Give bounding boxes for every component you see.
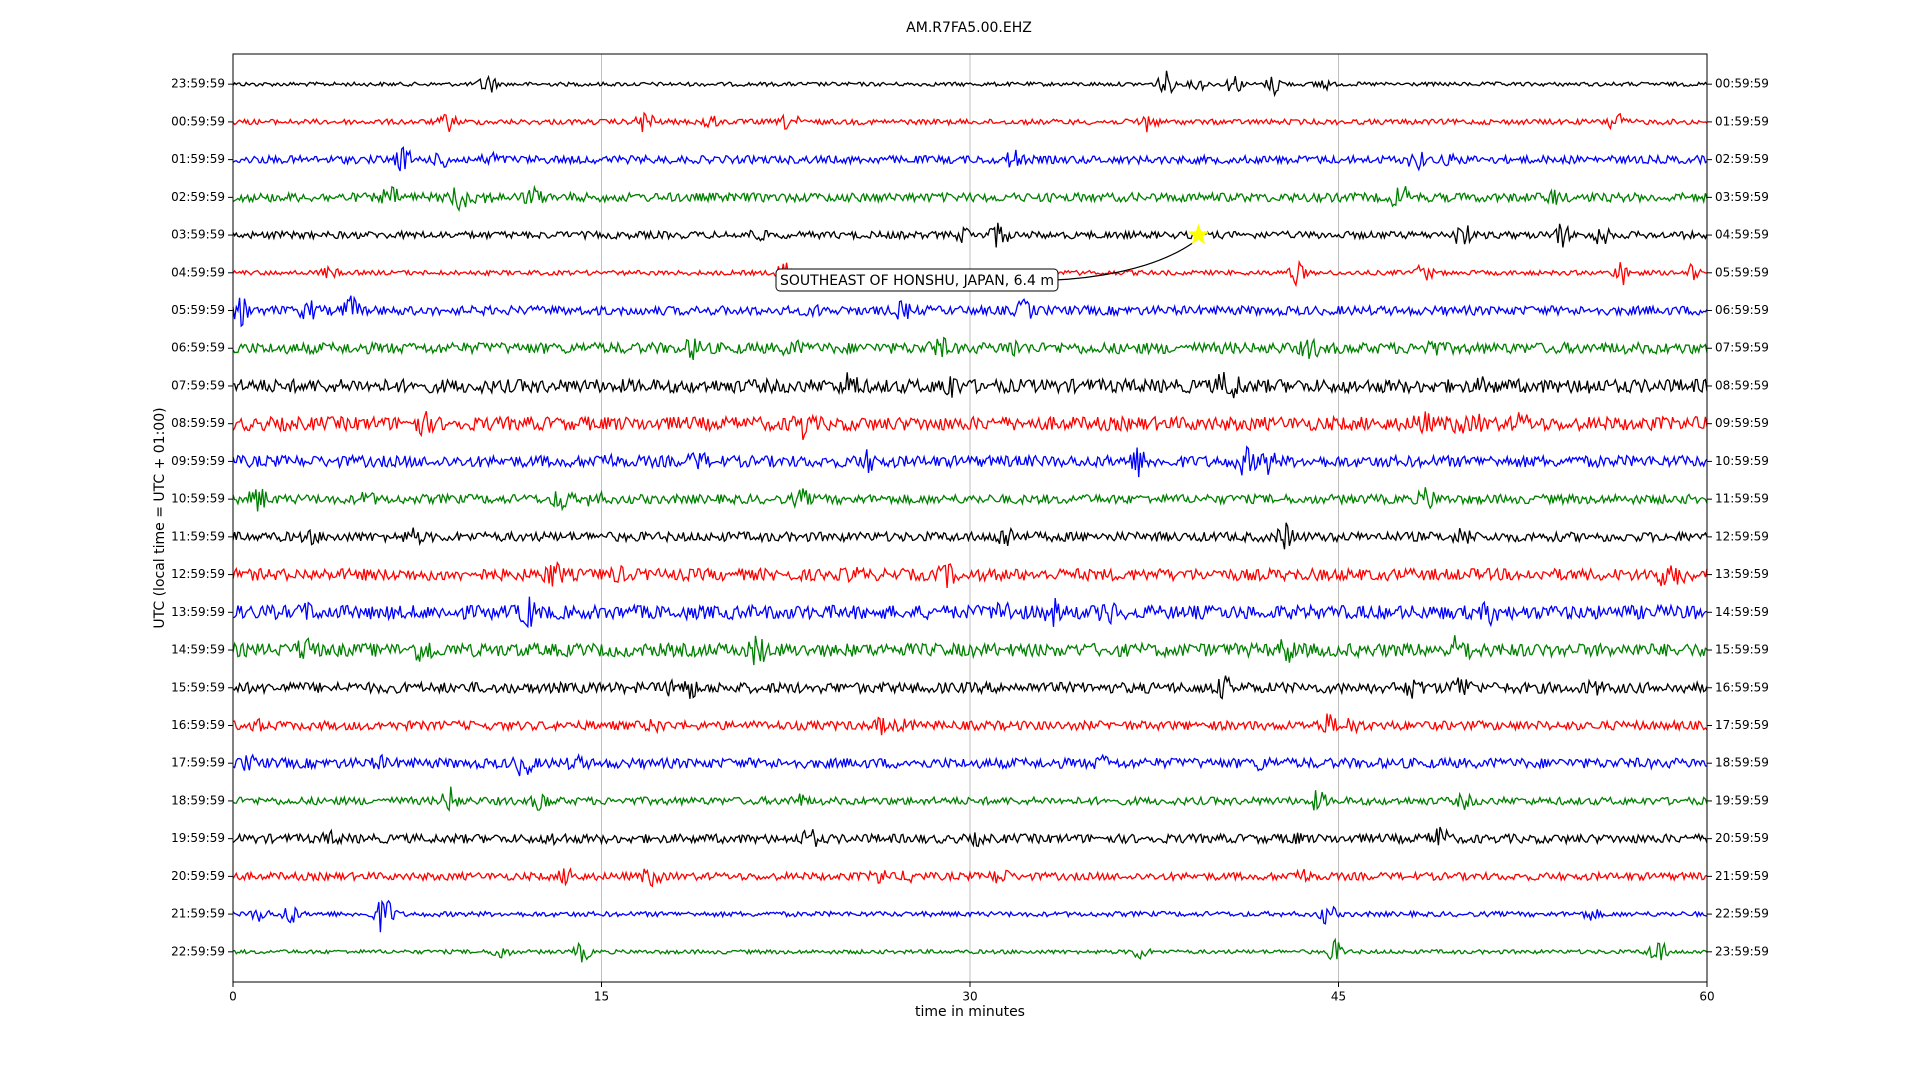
y2-tick-label: 21:59:59 xyxy=(1715,869,1769,883)
y-tick-label: 18:59:59 xyxy=(171,793,225,807)
trace xyxy=(232,937,1708,963)
y2-tick-label: 00:59:59 xyxy=(1715,77,1769,91)
trace xyxy=(232,866,1708,888)
y-tick-label: 04:59:59 xyxy=(171,265,225,279)
trace xyxy=(232,184,1708,212)
x-tick-label: 0 xyxy=(229,990,237,1004)
y-tick-label: 23:59:59 xyxy=(171,77,225,91)
y-tick-label: 22:59:59 xyxy=(171,944,225,958)
trace xyxy=(232,560,1708,588)
y2-tick-label: 16:59:59 xyxy=(1715,680,1769,694)
y-tick-label: 20:59:59 xyxy=(171,869,225,883)
trace xyxy=(232,410,1708,440)
trace xyxy=(232,826,1708,848)
y2-tick-label: 11:59:59 xyxy=(1715,492,1769,506)
y2-tick-label: 01:59:59 xyxy=(1715,114,1769,128)
y2-tick-label: 18:59:59 xyxy=(1715,756,1769,770)
y-tick-label: 09:59:59 xyxy=(171,454,225,468)
trace xyxy=(232,146,1708,172)
trace xyxy=(232,675,1708,700)
y2-tick-label: 09:59:59 xyxy=(1715,416,1769,430)
y2-tick-label: 20:59:59 xyxy=(1715,831,1769,845)
y2-tick-label: 02:59:59 xyxy=(1715,152,1769,166)
y2-tick-label: 17:59:59 xyxy=(1715,718,1769,732)
y2-tick-label: 14:59:59 xyxy=(1715,605,1769,619)
y-tick-label: 10:59:59 xyxy=(171,492,225,506)
y-tick-label: 05:59:59 xyxy=(171,303,225,317)
y-tick-label: 08:59:59 xyxy=(171,416,225,430)
y-tick-label: 01:59:59 xyxy=(171,152,225,166)
y-tick-label: 07:59:59 xyxy=(171,378,225,392)
y-tick-label: 03:59:59 xyxy=(171,228,225,242)
chart-title: AM.R7FA5.00.EHZ xyxy=(906,20,1032,36)
trace xyxy=(232,336,1708,361)
y2-tick-label: 22:59:59 xyxy=(1715,907,1769,921)
trace xyxy=(232,596,1708,629)
trace xyxy=(232,295,1708,328)
y2-tick-label: 23:59:59 xyxy=(1715,944,1769,958)
x-tick-label: 15 xyxy=(594,990,609,1004)
trace xyxy=(233,713,1708,736)
y-tick-label: 21:59:59 xyxy=(171,907,225,921)
y2-tick-label: 03:59:59 xyxy=(1715,190,1769,204)
trace xyxy=(232,222,1708,248)
y2-tick-label: 10:59:59 xyxy=(1715,454,1769,468)
y-tick-label: 19:59:59 xyxy=(171,831,225,845)
y2-tick-label: 07:59:59 xyxy=(1715,341,1769,355)
plot-frame xyxy=(232,53,1708,983)
y-tick-label: 16:59:59 xyxy=(171,718,225,732)
y-tick-label: 00:59:59 xyxy=(171,114,225,128)
trace xyxy=(232,372,1708,399)
x-tick-label: 60 xyxy=(1699,990,1714,1004)
y2-tick-label: 04:59:59 xyxy=(1715,228,1769,242)
y2-tick-label: 08:59:59 xyxy=(1715,378,1769,392)
annotation-label: SOUTHEAST OF HONSHU, JAPAN, 6.4 m xyxy=(780,273,1054,289)
y-tick-label: 02:59:59 xyxy=(171,190,225,204)
y2-tick-label: 06:59:59 xyxy=(1715,303,1769,317)
y2-tick-label: 12:59:59 xyxy=(1715,529,1769,543)
x-tick-label: 30 xyxy=(962,990,977,1004)
trace xyxy=(232,70,1708,98)
y-tick-label: 17:59:59 xyxy=(171,756,225,770)
y2-tick-label: 15:59:59 xyxy=(1715,643,1769,657)
trace xyxy=(232,786,1708,812)
trace xyxy=(232,752,1708,777)
event-star xyxy=(1187,223,1210,245)
trace xyxy=(232,111,1708,133)
y-tick-label: 15:59:59 xyxy=(171,680,225,694)
y-tick-label: 13:59:59 xyxy=(171,605,225,619)
trace xyxy=(232,522,1708,550)
y-tick-label: 11:59:59 xyxy=(171,529,225,543)
y2-tick-label: 19:59:59 xyxy=(1715,793,1769,807)
y2-tick-label: 13:59:59 xyxy=(1715,567,1769,581)
trace xyxy=(232,445,1708,478)
trace xyxy=(232,487,1708,512)
y-tick-label: 14:59:59 xyxy=(171,643,225,657)
trace xyxy=(232,899,1708,933)
x-tick-label: 45 xyxy=(1331,990,1346,1004)
y-axis-label: UTC (local time = UTC + 01:00) xyxy=(152,407,168,628)
x-axis-label: time in minutes xyxy=(915,1004,1025,1020)
y-tick-label: 12:59:59 xyxy=(171,567,225,581)
annotation-box xyxy=(775,268,1059,292)
y2-tick-label: 05:59:59 xyxy=(1715,265,1769,279)
trace xyxy=(232,635,1708,666)
y-tick-label: 06:59:59 xyxy=(171,341,225,355)
